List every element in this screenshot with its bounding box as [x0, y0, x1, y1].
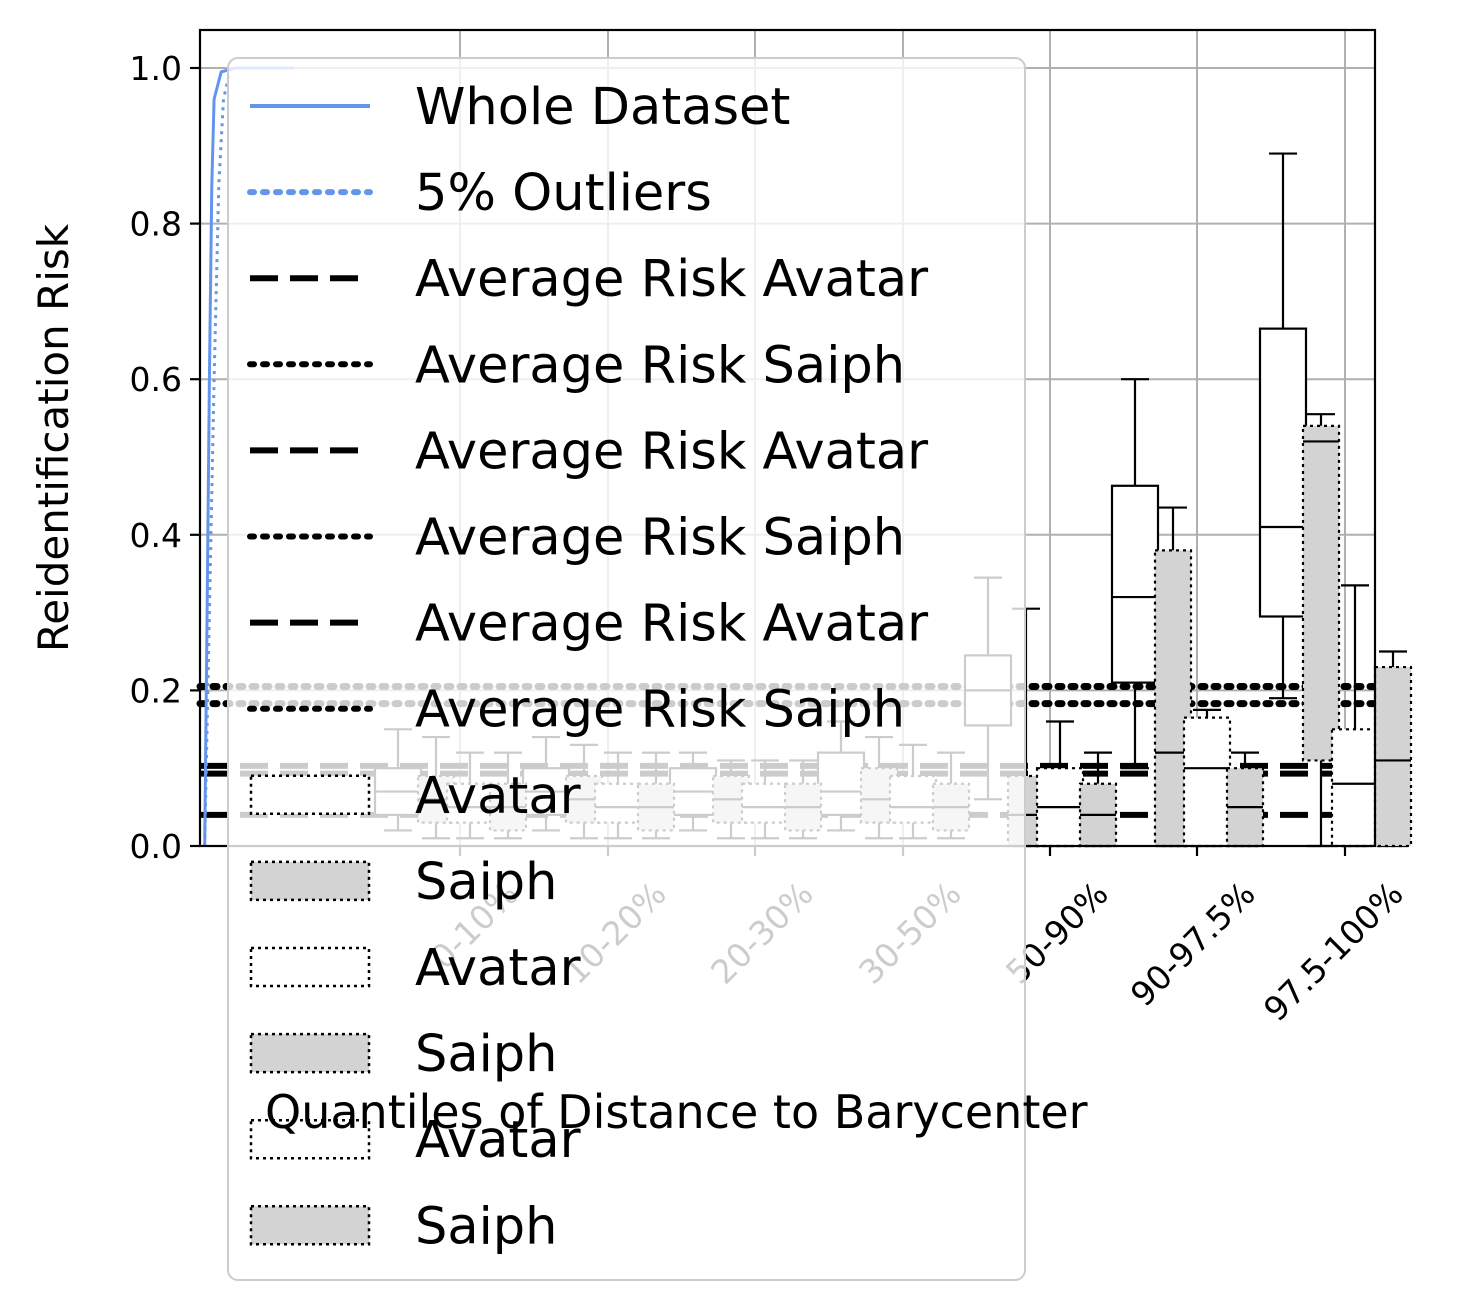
legend-item: Average Risk Saiph: [247, 681, 905, 740]
box-saiph: [1078, 751, 1118, 848]
legend-item: 5% Outliers: [247, 164, 712, 223]
legend-label: Whole Dataset: [415, 78, 790, 137]
legend-label: Saiph: [415, 1197, 558, 1256]
legend-label: Avatar: [415, 767, 581, 826]
legend-item: Whole Dataset: [250, 78, 790, 137]
legend-swatch-patch: [249, 946, 371, 988]
legend-label: Average Risk Saiph: [415, 681, 905, 740]
box-saiph: [1373, 650, 1413, 848]
legend: Whole Dataset 5% Outliers Average Risk Ava…: [227, 57, 1026, 1281]
legend-label: Average Risk Saiph: [415, 336, 905, 395]
legend-item: Average Risk Avatar: [250, 422, 928, 481]
legend-swatch-patch: [249, 1118, 371, 1160]
legend-label: Average Risk Saiph: [415, 509, 905, 568]
y-tick-label: 0.4: [130, 516, 182, 555]
legend-item: Average Risk Saiph: [247, 336, 905, 395]
x-axis-label: Quantiles of Distance to Barycenter: [265, 1085, 1088, 1139]
legend-label: Saiph: [415, 1025, 558, 1084]
box-iqr: [1301, 424, 1341, 762]
legend-swatch-patch: [249, 860, 371, 902]
box-avatar: [1330, 584, 1380, 848]
legend-label: Avatar: [415, 939, 581, 998]
box-avatar: [1110, 378, 1160, 770]
legend-swatch-patch: [249, 1032, 371, 1074]
legend-label: 5% Outliers: [415, 164, 712, 223]
legend-item: Avatar: [249, 767, 581, 826]
legend-swatch-patch: [249, 1205, 371, 1246]
y-tick-label: 1.0: [130, 49, 182, 88]
legend-label: Average Risk Avatar: [415, 250, 928, 309]
y-tick-label: 0.0: [130, 827, 182, 866]
legend-item: Saiph: [249, 853, 558, 912]
box-avatar: [1035, 720, 1085, 848]
legend-item: Saiph: [249, 1025, 558, 1084]
legend-item: Saiph: [249, 1197, 558, 1256]
legend-item: Avatar: [249, 939, 581, 998]
legend-label: Average Risk Avatar: [415, 595, 928, 654]
y-tick-label: 0.8: [130, 205, 182, 244]
box-iqr: [1110, 484, 1160, 684]
legend-label: Avatar: [415, 1111, 581, 1170]
legend-swatch-patch: [249, 774, 371, 816]
box-iqr: [1182, 716, 1232, 848]
legend-item: Average Risk Avatar: [250, 250, 928, 309]
box-iqr: [1258, 327, 1308, 618]
box-iqr: [1373, 665, 1413, 848]
box-iqr: [1330, 728, 1380, 848]
legend-item: Average Risk Avatar: [250, 595, 928, 654]
y-axis-label: Reidentification Risk: [29, 223, 78, 652]
outliers-curve: [203, 66, 259, 847]
legend-label: Average Risk Avatar: [415, 422, 928, 481]
y-tick-label: 0.2: [130, 671, 182, 710]
legend-label: Saiph: [415, 853, 558, 912]
legend-frame: [227, 57, 1026, 1281]
legend-item: Avatar: [249, 1111, 581, 1170]
y-tick-label: 0.6: [130, 360, 182, 399]
legend-item: Average Risk Saiph: [247, 509, 905, 568]
box-avatar: [1182, 708, 1232, 848]
